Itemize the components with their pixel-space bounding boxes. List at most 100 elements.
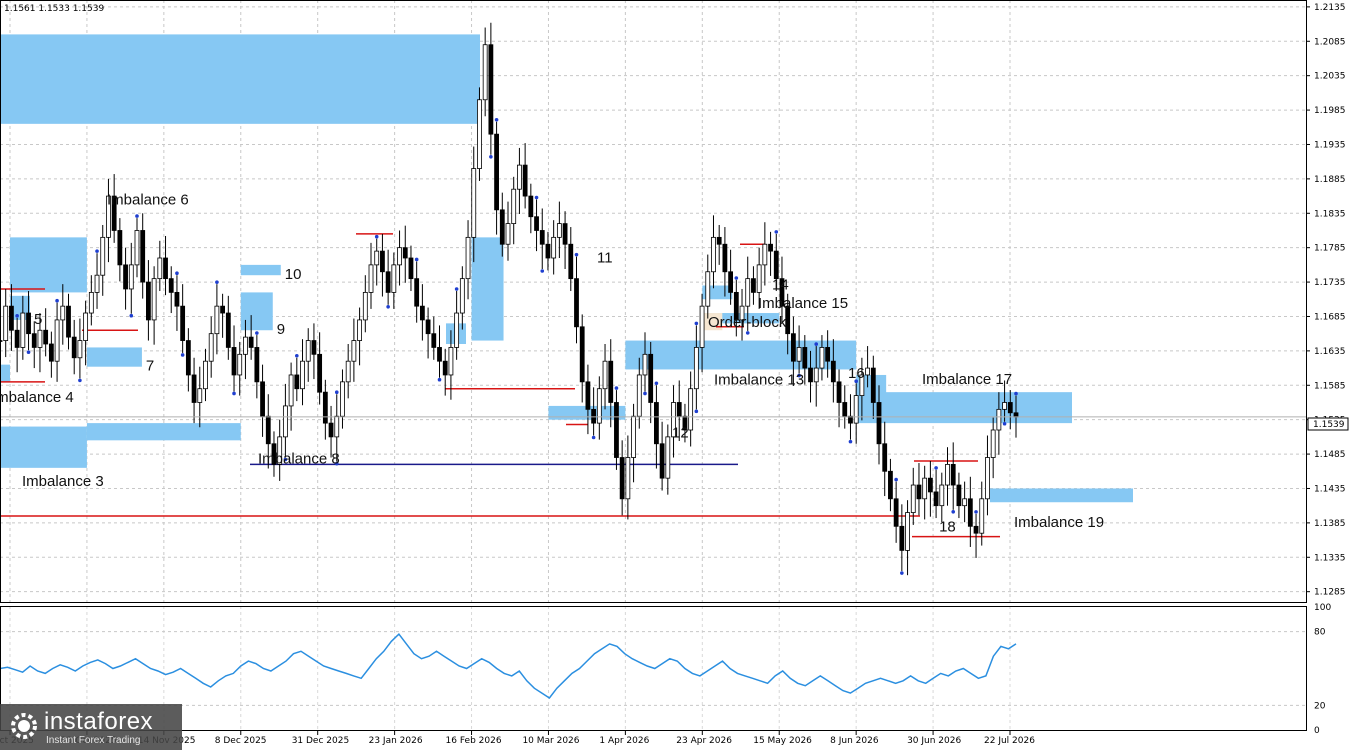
zone-label: Imbalance 13 [714,371,804,388]
candle-body [522,164,528,197]
oscillator-axis: 100 80 20 0 [1314,603,1331,736]
candle-body [773,250,779,280]
zone-labels: Imbalance 3 Imbalance 4 5 Imbalance 6 7 Imbal… [0,191,1104,535]
zone-box [625,340,857,370]
candle-body [31,333,37,348]
candle-body [819,347,825,369]
zone-box [990,488,1133,503]
candle-body [163,257,168,280]
candle-body [243,336,248,355]
candle-body [682,415,688,431]
candle-body [260,381,265,417]
candle-body [214,305,220,335]
candle-body [146,281,151,321]
candle-body [848,415,853,424]
candle-body [128,264,134,290]
zone-label: Order-block [708,314,787,331]
candle-body [956,484,962,507]
fractal-dot [15,314,19,318]
candle-body [939,484,945,507]
candle-body [927,477,933,493]
zone-box [240,292,273,331]
x-tick-label: 22 Jul 2026 [984,736,1035,746]
candle-body [265,415,271,445]
candle-body [208,333,214,362]
candle-body [203,360,208,390]
fractal-dot [1002,421,1007,426]
zone-label: Imbalance 3 [22,473,104,490]
candle-body [642,353,648,376]
candle-body [140,230,146,283]
candle-body [43,329,49,345]
candle-body [66,305,71,338]
candle-body [785,305,791,335]
candle-body [619,457,625,500]
fractal-dot [129,313,134,318]
candle-body [625,457,631,500]
candle-body [579,326,585,383]
candle-body [357,319,362,341]
fractal-dot [591,435,596,440]
candle-body [494,133,499,211]
candle-body [853,395,859,424]
candle-body [83,312,89,341]
candle-body [300,360,305,390]
candle-body [699,305,705,348]
candle-body [950,463,956,486]
candle-body [790,333,796,362]
candle-body [88,291,94,314]
candle-body [191,374,197,403]
candle-body [437,347,442,362]
candle-body [351,340,357,362]
candle-body [294,374,300,390]
candle-body [1002,402,1007,410]
y-tick-label: 1.1385 [1314,519,1346,529]
candle-body [596,388,602,424]
fractal-dot [95,249,99,253]
candle-body [985,457,990,500]
candle-body [151,278,157,321]
candle-body [1007,402,1013,414]
candle-body [231,347,237,376]
candle-body [385,271,391,293]
fractal-dot [175,271,179,276]
candle-body [174,291,180,307]
fractal-dot [437,377,442,382]
zone-label: 7 [146,358,154,375]
candle-body [1013,412,1019,418]
fractal-dot [734,276,739,280]
y-tick-label: 1.1885 [1314,175,1346,185]
candle-body [876,402,882,445]
fractal-dot [135,214,139,218]
candle-body [328,422,334,438]
candle-body [808,367,813,383]
fractal-dot [215,280,219,284]
current-price-label: 1.1539 [1313,420,1345,430]
candle-body [996,408,1002,431]
candle-body [933,491,939,507]
candle-body [225,312,231,348]
zone-label: Imbalance 17 [922,371,1012,388]
x-tick-label: 31 Dec 2025 [292,736,350,746]
current-price-box [1307,417,1349,431]
candle-body [459,278,465,314]
candle-body [14,329,20,348]
candle-body [979,498,985,534]
candle-body [967,498,973,527]
panel-frames [0,0,1307,731]
candle-body [962,498,968,507]
zone-label: 10 [285,266,302,283]
zone-label: 11 [597,249,613,266]
candle-body [402,247,408,259]
candle-body [477,99,482,169]
candle-body [905,512,910,551]
candle-body [562,223,568,245]
candle-body [168,278,174,293]
candle-body [220,305,226,314]
candle-body [100,236,106,276]
x-tick-label: 23 Jan 2026 [369,736,423,746]
candle-body [865,367,870,376]
candle-body [117,230,123,266]
